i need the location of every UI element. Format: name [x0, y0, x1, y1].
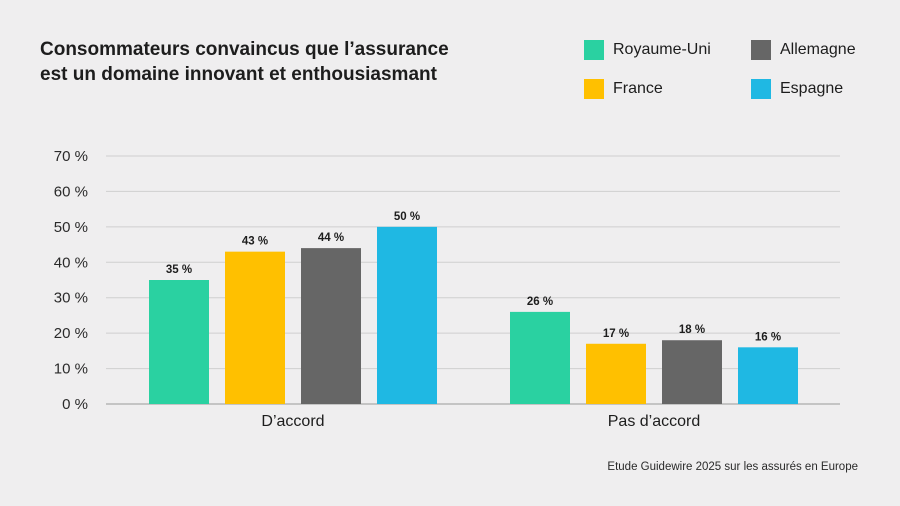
gridlines: [106, 155, 840, 405]
bar-label-allemagne-pas-accord: 18 %: [679, 324, 705, 336]
bar-france-accord: [225, 251, 285, 404]
y-tick-label-70: 70 %: [54, 148, 88, 165]
bar-label-allemagne-accord: 44 %: [318, 232, 344, 244]
bar-label-france-pas-accord: 17 %: [603, 328, 629, 340]
x-category-label-accord: D’accord: [261, 413, 324, 430]
bar-royaume-uni-accord: [149, 280, 209, 404]
bar-france-pas-accord: [586, 343, 646, 404]
bar-allemagne-accord: [301, 248, 361, 404]
x-category-label-pas-accord: Pas d’accord: [608, 413, 701, 430]
bar-value-labels: 35 % 43 % 44 % 50 % 26 % 17 % 18 % 16 %: [166, 211, 781, 343]
y-tick-label-20: 20 %: [54, 325, 88, 342]
y-tick-label-50: 50 %: [54, 219, 88, 236]
chart-title-line-1: Consommateurs convaincus que l’assurance: [40, 39, 449, 60]
chart-title-line-2: est un domaine innovant et enthousiasman…: [40, 64, 437, 85]
y-tick-label-40: 40 %: [54, 254, 88, 271]
bar-label-royaume-uni-pas-accord: 26 %: [527, 296, 553, 308]
chart-title: Consommateurs convaincus que l’assurance…: [40, 37, 449, 87]
source-note: Etude Guidewire 2025 sur les assurés en …: [607, 461, 858, 473]
bar-label-espagne-pas-accord: 16 %: [755, 331, 781, 343]
bar-royaume-uni-pas-accord: [510, 311, 570, 404]
y-tick-label-30: 30 %: [54, 290, 88, 307]
bar-label-france-accord: 43 %: [242, 236, 268, 248]
bar-espagne-accord: [377, 226, 437, 404]
x-axis-labels: D’accord Pas d’accord: [261, 413, 700, 430]
bar-espagne-pas-accord: [738, 347, 798, 404]
bar-label-espagne-accord: 50 %: [394, 211, 420, 223]
y-tick-label-10: 10 %: [54, 361, 88, 378]
y-tick-label-0: 0 %: [62, 396, 88, 413]
bar-label-royaume-uni-accord: 35 %: [166, 264, 192, 276]
bars: [149, 226, 798, 404]
bar-allemagne-pas-accord: [662, 340, 722, 404]
y-tick-label-60: 60 %: [54, 183, 88, 200]
y-axis-labels: 0 % 10 % 20 % 30 % 40 % 50 % 60 % 70 %: [54, 148, 88, 413]
